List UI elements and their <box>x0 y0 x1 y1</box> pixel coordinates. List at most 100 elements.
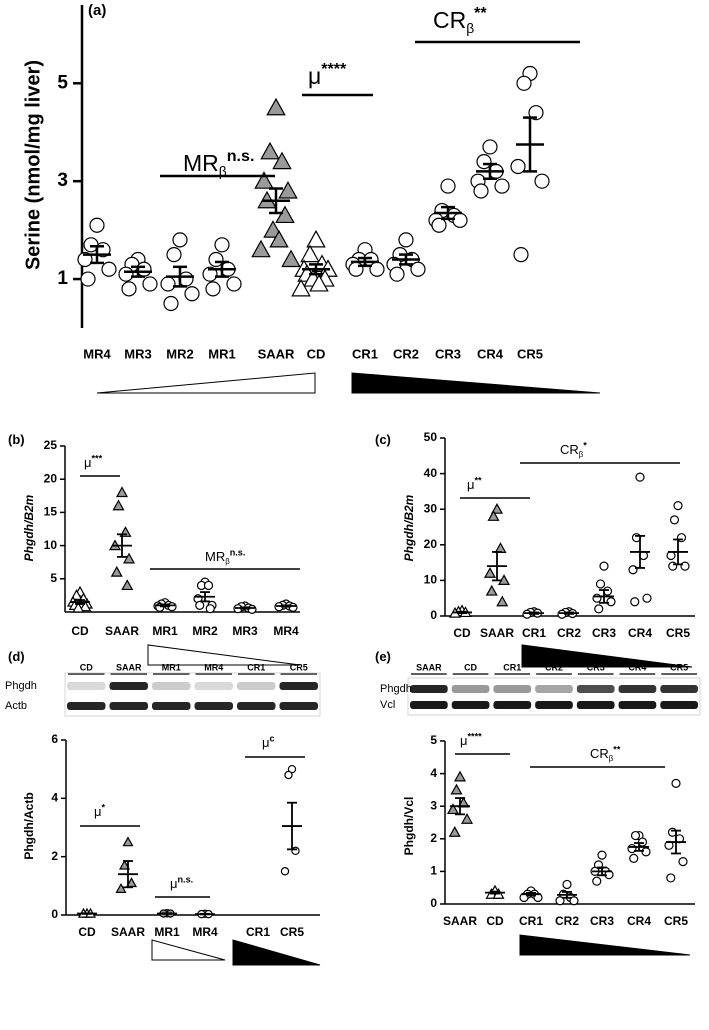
blot-lane-label: CR5 <box>290 662 308 672</box>
data-point <box>528 105 544 121</box>
data-point <box>669 515 680 525</box>
blot-band <box>493 701 532 709</box>
data-point <box>254 171 274 189</box>
data-point <box>487 510 500 521</box>
data-point <box>309 273 329 292</box>
x-tick-label: SAAR <box>443 914 477 928</box>
data-point <box>72 601 85 613</box>
dose-wedge <box>96 372 316 394</box>
data-point <box>389 266 405 282</box>
x-tick-label: CD <box>71 624 89 638</box>
x-tick-label: CR2 <box>555 914 579 928</box>
label-text: CR <box>560 442 579 457</box>
x-tick-label: MR3 <box>124 346 151 361</box>
blot-band <box>493 685 532 693</box>
data-point <box>569 896 579 906</box>
data-point <box>678 857 688 867</box>
data-point <box>306 229 326 248</box>
panel-label: (a) <box>88 2 106 19</box>
y-tick-label: 20 <box>44 471 58 485</box>
blot-band <box>237 682 276 690</box>
x-tick-label: CR5 <box>664 914 688 928</box>
label-sup: ** <box>474 4 487 22</box>
data-point <box>431 217 447 233</box>
label-sup: * <box>102 803 106 813</box>
data-point <box>482 139 498 155</box>
data-point <box>666 873 676 883</box>
x-tick-label: CR3 <box>590 914 614 928</box>
data-point <box>555 896 565 906</box>
data-point <box>291 278 311 297</box>
dose-wedge <box>519 934 691 956</box>
dose-wedge <box>521 644 693 668</box>
blot-band <box>535 685 573 693</box>
blot-row-label: Vcl <box>380 699 395 711</box>
data-point <box>668 561 678 571</box>
data-point <box>453 770 467 782</box>
data-point <box>494 542 507 553</box>
data-point <box>680 561 690 571</box>
data-point <box>166 246 182 263</box>
x-tick-label: CR1 <box>246 925 270 939</box>
data-point <box>160 276 176 292</box>
blot-frame <box>407 677 701 716</box>
label-text: μ <box>84 455 92 470</box>
blot-lane-label: CR3 <box>587 662 605 672</box>
blot-band <box>451 685 490 693</box>
data-point <box>398 232 414 248</box>
data-point <box>300 244 320 263</box>
significance-label: CRβ* <box>560 441 587 459</box>
data-point <box>122 836 134 847</box>
blot-lane-label: CR1 <box>503 662 521 672</box>
data-point <box>450 783 463 795</box>
blot-band <box>618 701 657 709</box>
blot-band <box>194 702 233 710</box>
data-point <box>203 580 214 591</box>
data-point <box>184 286 200 302</box>
y-axis-label: Phgdh/B2m <box>22 494 36 561</box>
data-point <box>118 859 131 870</box>
blot-lane-label: MR4 <box>204 662 223 672</box>
blot-band <box>410 701 448 709</box>
blot-band <box>109 702 148 710</box>
blot-band <box>279 682 318 690</box>
x-tick-label: CR1 <box>522 626 546 640</box>
data-point <box>272 151 292 170</box>
x-tick-label: CD <box>78 925 96 939</box>
blot-lane-label: SAAR <box>116 662 142 672</box>
x-tick-label: SAAR <box>258 346 295 361</box>
x-tick-label: MR4 <box>273 624 299 638</box>
x-tick-label: MR2 <box>192 624 218 638</box>
y-tick-label: 15 <box>44 505 58 519</box>
label-sup: **** <box>321 60 347 78</box>
data-point <box>594 604 604 614</box>
blot-band <box>67 702 106 710</box>
data-point <box>635 472 645 482</box>
data-point <box>440 178 456 194</box>
panel-label: (e) <box>375 649 391 664</box>
blot-band <box>67 682 106 690</box>
x-tick-label: SAAR <box>480 626 514 640</box>
data-point <box>592 876 602 886</box>
blot-band <box>451 701 490 709</box>
data-point <box>195 600 205 610</box>
x-tick-label: CR4 <box>628 626 652 640</box>
data-point <box>562 879 572 890</box>
data-point <box>628 565 638 575</box>
data-point <box>496 595 509 607</box>
data-point <box>110 565 123 577</box>
blot-band <box>660 685 698 693</box>
data-point <box>278 180 298 199</box>
label-sup: n.s. <box>178 875 194 885</box>
blot-lane-label: CR1 <box>247 662 265 672</box>
y-tick-label: 30 <box>424 501 438 515</box>
data-point <box>80 271 96 287</box>
data-point <box>121 281 137 297</box>
panel-label: (c) <box>375 432 391 447</box>
y-tick-label: 6 <box>51 732 58 746</box>
data-point <box>205 604 215 614</box>
label-text: MR <box>183 150 219 176</box>
label-sub: β <box>466 21 474 36</box>
